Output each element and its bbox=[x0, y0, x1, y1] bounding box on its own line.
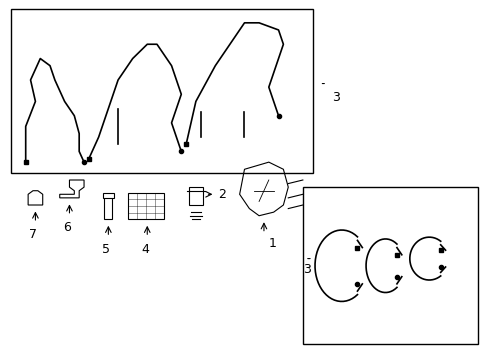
Text: 5: 5 bbox=[102, 243, 110, 256]
Text: 1: 1 bbox=[268, 237, 276, 250]
Bar bbox=[127, 193, 164, 219]
Text: 7: 7 bbox=[29, 228, 37, 241]
Text: 4: 4 bbox=[141, 243, 148, 256]
Text: 3: 3 bbox=[302, 263, 310, 276]
Text: 3: 3 bbox=[331, 91, 339, 104]
Bar bbox=[104, 194, 112, 219]
Bar bbox=[102, 193, 114, 198]
Text: 2: 2 bbox=[217, 188, 225, 201]
Bar bbox=[188, 187, 203, 205]
Text: 6: 6 bbox=[63, 221, 71, 234]
Bar bbox=[302, 187, 477, 344]
Bar bbox=[11, 9, 312, 173]
